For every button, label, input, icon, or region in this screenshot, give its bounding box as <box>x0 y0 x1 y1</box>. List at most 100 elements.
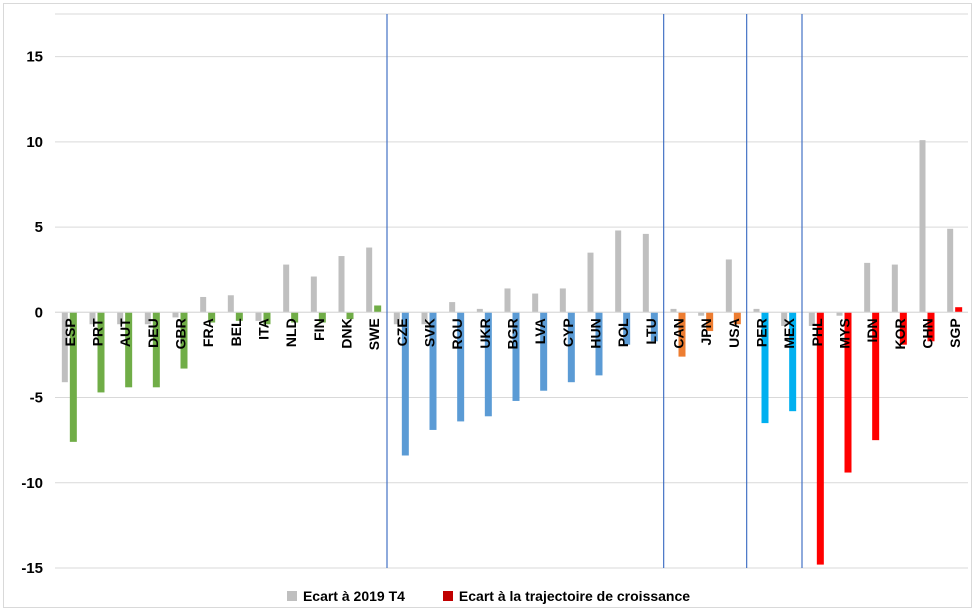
x-tick-label: AUT <box>117 318 133 347</box>
bar-ecart-trajectoire <box>706 312 714 332</box>
legend-swatch-2 <box>442 591 453 601</box>
x-tick-label: PRT <box>90 318 106 346</box>
bar-ecart-2019t4 <box>421 312 428 325</box>
x-tick-label: LVA <box>532 318 548 344</box>
legend-item-1: Ecart à 2019 T4 <box>286 588 405 604</box>
bar-ecart-2019t4 <box>919 140 926 313</box>
bar-ecart-trajectoire <box>789 312 797 412</box>
bar-ecart-trajectoire <box>512 312 520 401</box>
legend-label-1: Ecart à 2019 T4 <box>302 588 405 604</box>
bar-ecart-2019t4 <box>310 276 317 313</box>
bar-ecart-trajectoire <box>927 312 935 342</box>
bar-ecart-2019t4 <box>338 256 345 313</box>
legend: Ecart à 2019 T4 Ecart à la trajectoire d… <box>0 588 977 604</box>
bar-ecart-2019t4 <box>89 312 96 325</box>
x-tick-label: NLD <box>283 318 299 347</box>
legend-label-2: Ecart à la trajectoire de croissance <box>458 588 691 604</box>
y-tick-label: -15 <box>21 560 43 577</box>
x-tick-label: IDN <box>864 318 880 342</box>
y-tick-label: -5 <box>30 390 43 407</box>
bar-ecart-2019t4 <box>393 312 400 325</box>
x-tick-label: DNK <box>339 318 355 348</box>
bar-ecart-2019t4 <box>947 228 954 313</box>
x-tick-label: SGP <box>947 318 963 348</box>
x-tick-label: PHL <box>809 318 825 346</box>
x-tick-label: LTU <box>643 318 659 344</box>
x-tick-label: HUN <box>588 318 604 348</box>
bar-ecart-trajectoire <box>152 312 160 388</box>
x-tick-label: MEX <box>781 318 797 349</box>
x-tick-label: DEU <box>145 318 161 348</box>
bar-ecart-2019t4 <box>781 312 788 326</box>
bar-ecart-2019t4 <box>172 312 179 318</box>
bar-ecart-trajectoire <box>816 312 824 565</box>
bar-ecart-2019t4 <box>615 230 622 313</box>
x-tick-label: CYP <box>560 318 576 347</box>
x-tick-label: FIN <box>311 318 327 341</box>
y-tick-label: 5 <box>35 219 43 236</box>
bar-ecart-2019t4 <box>476 308 483 313</box>
bar-ecart-2019t4 <box>753 308 760 313</box>
bar-ecart-2019t4 <box>504 288 511 313</box>
bar-ecart-2019t4 <box>864 262 871 313</box>
x-tick-label: BGR <box>505 318 521 349</box>
x-tick-label: FRA <box>200 318 216 347</box>
bar-ecart-trajectoire <box>69 312 77 442</box>
bar-ecart-2019t4 <box>698 312 705 316</box>
x-tick-label: PER <box>754 318 770 347</box>
bar-ecart-2019t4 <box>366 247 373 313</box>
x-tick-label: CAN <box>671 318 687 348</box>
x-tick-label: JPN <box>698 318 714 345</box>
bar-ecart-trajectoire <box>484 312 492 417</box>
bar-ecart-trajectoire <box>623 312 631 345</box>
bar-ecart-trajectoire <box>125 312 133 388</box>
bar-ecart-2019t4 <box>255 312 262 321</box>
bar-ecart-trajectoire <box>955 307 963 313</box>
bar-ecart-trajectoire <box>318 312 326 323</box>
bar-ecart-2019t4 <box>227 295 234 313</box>
bar-ecart-trajectoire <box>263 312 271 325</box>
chart-frame <box>3 3 972 608</box>
legend-swatch-1 <box>286 591 297 601</box>
bar-ecart-trajectoire <box>595 312 603 376</box>
bar-ecart-2019t4 <box>61 312 68 383</box>
bar-ecart-trajectoire <box>844 312 852 473</box>
x-tick-label: BEL <box>228 318 244 346</box>
bar-ecart-trajectoire <box>540 312 548 391</box>
bar-ecart-2019t4 <box>642 233 649 313</box>
x-tick-label: ITA <box>256 318 272 340</box>
bar-ecart-trajectoire <box>291 312 299 323</box>
bar-ecart-2019t4 <box>808 312 815 326</box>
bar-ecart-trajectoire <box>97 312 105 393</box>
y-tick-label: -10 <box>21 475 43 492</box>
bar-ecart-trajectoire <box>235 312 243 321</box>
bar-ecart-trajectoire <box>346 312 354 320</box>
bar-ecart-trajectoire <box>208 312 216 323</box>
bar-ecart-2019t4 <box>670 308 677 313</box>
bar-ecart-trajectoire <box>733 312 741 325</box>
x-tick-label: CHN <box>920 318 936 348</box>
bar-ecart-trajectoire <box>650 312 658 342</box>
legend-item-2: Ecart à la trajectoire de croissance <box>442 588 691 604</box>
bar-ecart-trajectoire <box>429 312 437 430</box>
bar-ecart-2019t4 <box>725 259 732 313</box>
y-tick-label: 10 <box>26 134 43 151</box>
bar-ecart-2019t4 <box>200 296 207 313</box>
x-tick-label: POL <box>615 318 631 347</box>
bar-ecart-2019t4 <box>559 288 566 313</box>
x-tick-label: UKR <box>477 318 493 348</box>
bar-ecart-trajectoire <box>872 312 880 441</box>
bar-ecart-2019t4 <box>836 312 843 316</box>
x-tick-label: SVK <box>422 318 438 347</box>
y-tick-label: 15 <box>26 49 43 66</box>
x-tick-label: KOR <box>892 318 908 349</box>
bar-ecart-trajectoire <box>899 312 907 345</box>
bar-ecart-trajectoire <box>401 312 409 456</box>
x-tick-label: GBR <box>173 318 189 349</box>
bar-ecart-2019t4 <box>891 264 898 313</box>
x-tick-label: SWE <box>366 318 382 350</box>
bar-ecart-trajectoire <box>761 312 769 424</box>
bar-ecart-trajectoire <box>457 312 465 422</box>
bar-ecart-2019t4 <box>449 302 456 313</box>
